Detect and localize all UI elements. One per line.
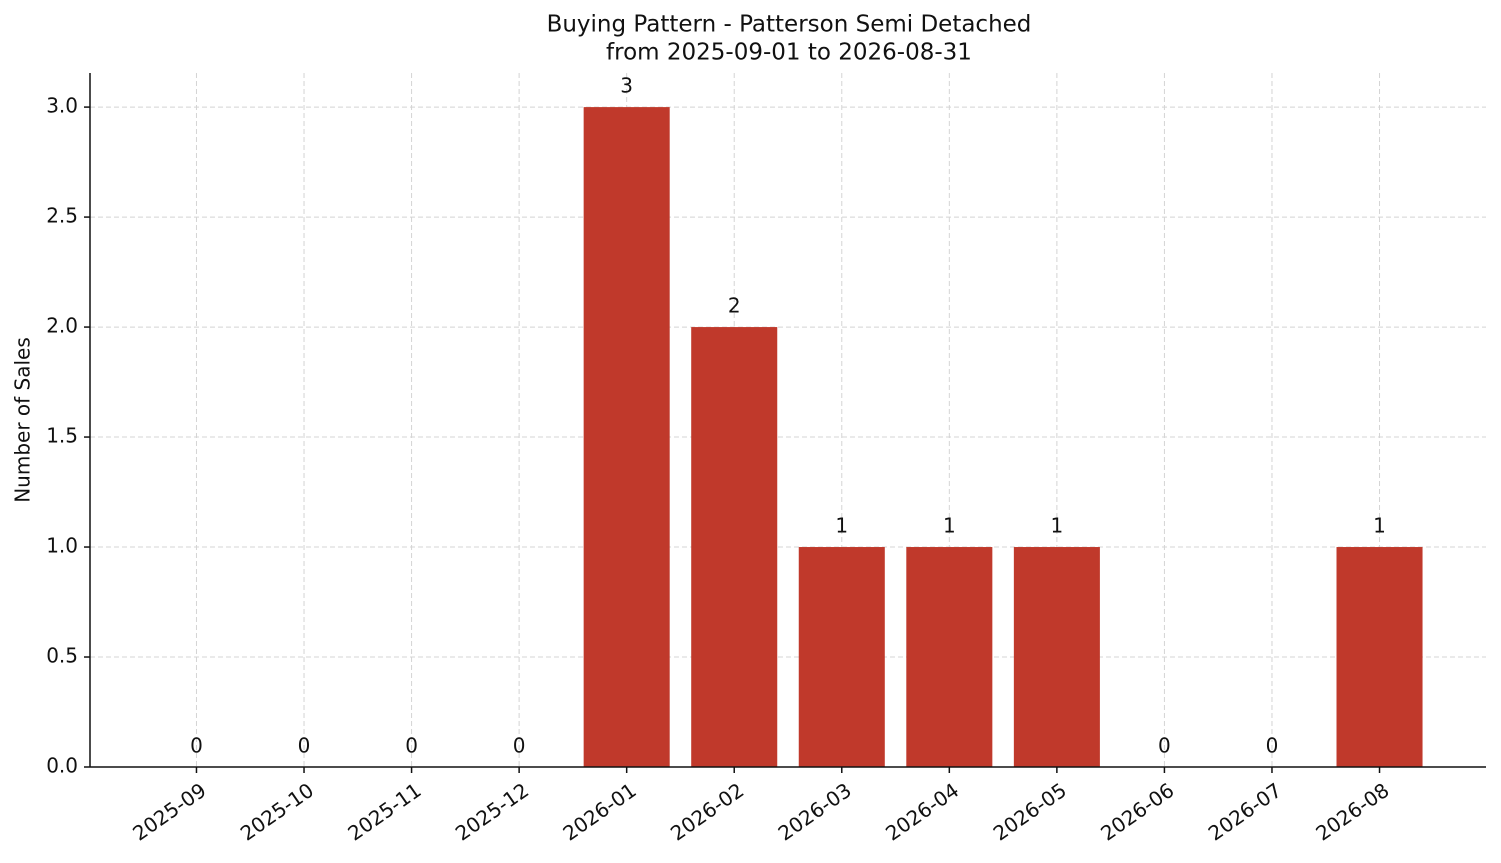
x-tick-label: 2025-09 [128, 778, 210, 846]
x-tick-label: 2026-02 [666, 778, 748, 846]
value-label: 3 [620, 74, 633, 98]
value-label: 0 [405, 734, 418, 758]
bar [906, 547, 993, 767]
y-tick-label: 2.5 [46, 204, 78, 228]
chart-subtitle: from 2025-09-01 to 2026-08-31 [606, 40, 972, 66]
x-tick-label: 2026-01 [558, 778, 640, 846]
value-label: 1 [943, 514, 956, 538]
value-label: 0 [513, 734, 526, 758]
x-tick-label: 2026-06 [1096, 778, 1178, 846]
y-tick-label: 1.0 [46, 534, 78, 558]
x-tick-label: 2025-11 [343, 778, 425, 846]
x-tick-label: 2026-07 [1204, 778, 1286, 846]
value-label: 1 [1373, 514, 1386, 538]
x-tick-label: 2026-08 [1311, 778, 1393, 846]
x-tick-label: 2025-10 [236, 778, 318, 846]
y-tick-label: 3.0 [46, 94, 78, 118]
value-label: 0 [298, 734, 311, 758]
bar [583, 107, 670, 767]
bar [1013, 547, 1100, 767]
value-label: 0 [190, 734, 203, 758]
x-tick-label: 2026-04 [881, 778, 963, 846]
chart-title: Buying Pattern - Patterson Semi Detached [547, 12, 1032, 38]
value-label: 1 [1051, 514, 1064, 538]
x-tick-label: 2026-05 [989, 778, 1071, 846]
value-label: 0 [1266, 734, 1279, 758]
value-label: 2 [728, 294, 741, 318]
y-tick-label: 0.5 [46, 644, 78, 668]
y-tick-label: 0.0 [46, 754, 78, 778]
value-label: 1 [835, 514, 848, 538]
y-tick-label: 2.0 [46, 314, 78, 338]
y-tick-label: 1.5 [46, 424, 78, 448]
y-axis-label: Number of Sales [11, 337, 35, 503]
bar [1336, 547, 1423, 767]
bar [691, 327, 778, 767]
bar [798, 547, 885, 767]
x-tick-label: 2026-03 [774, 778, 856, 846]
value-label: 0 [1158, 734, 1171, 758]
x-tick-label: 2025-12 [451, 778, 533, 846]
